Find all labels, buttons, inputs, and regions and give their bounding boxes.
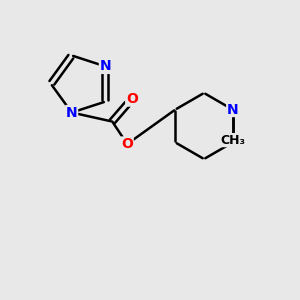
Text: N: N — [66, 106, 77, 119]
Text: O: O — [121, 137, 133, 151]
Text: O: O — [126, 92, 138, 106]
Text: CH₃: CH₃ — [220, 134, 245, 147]
Text: N: N — [100, 59, 111, 74]
Text: N: N — [227, 103, 239, 116]
